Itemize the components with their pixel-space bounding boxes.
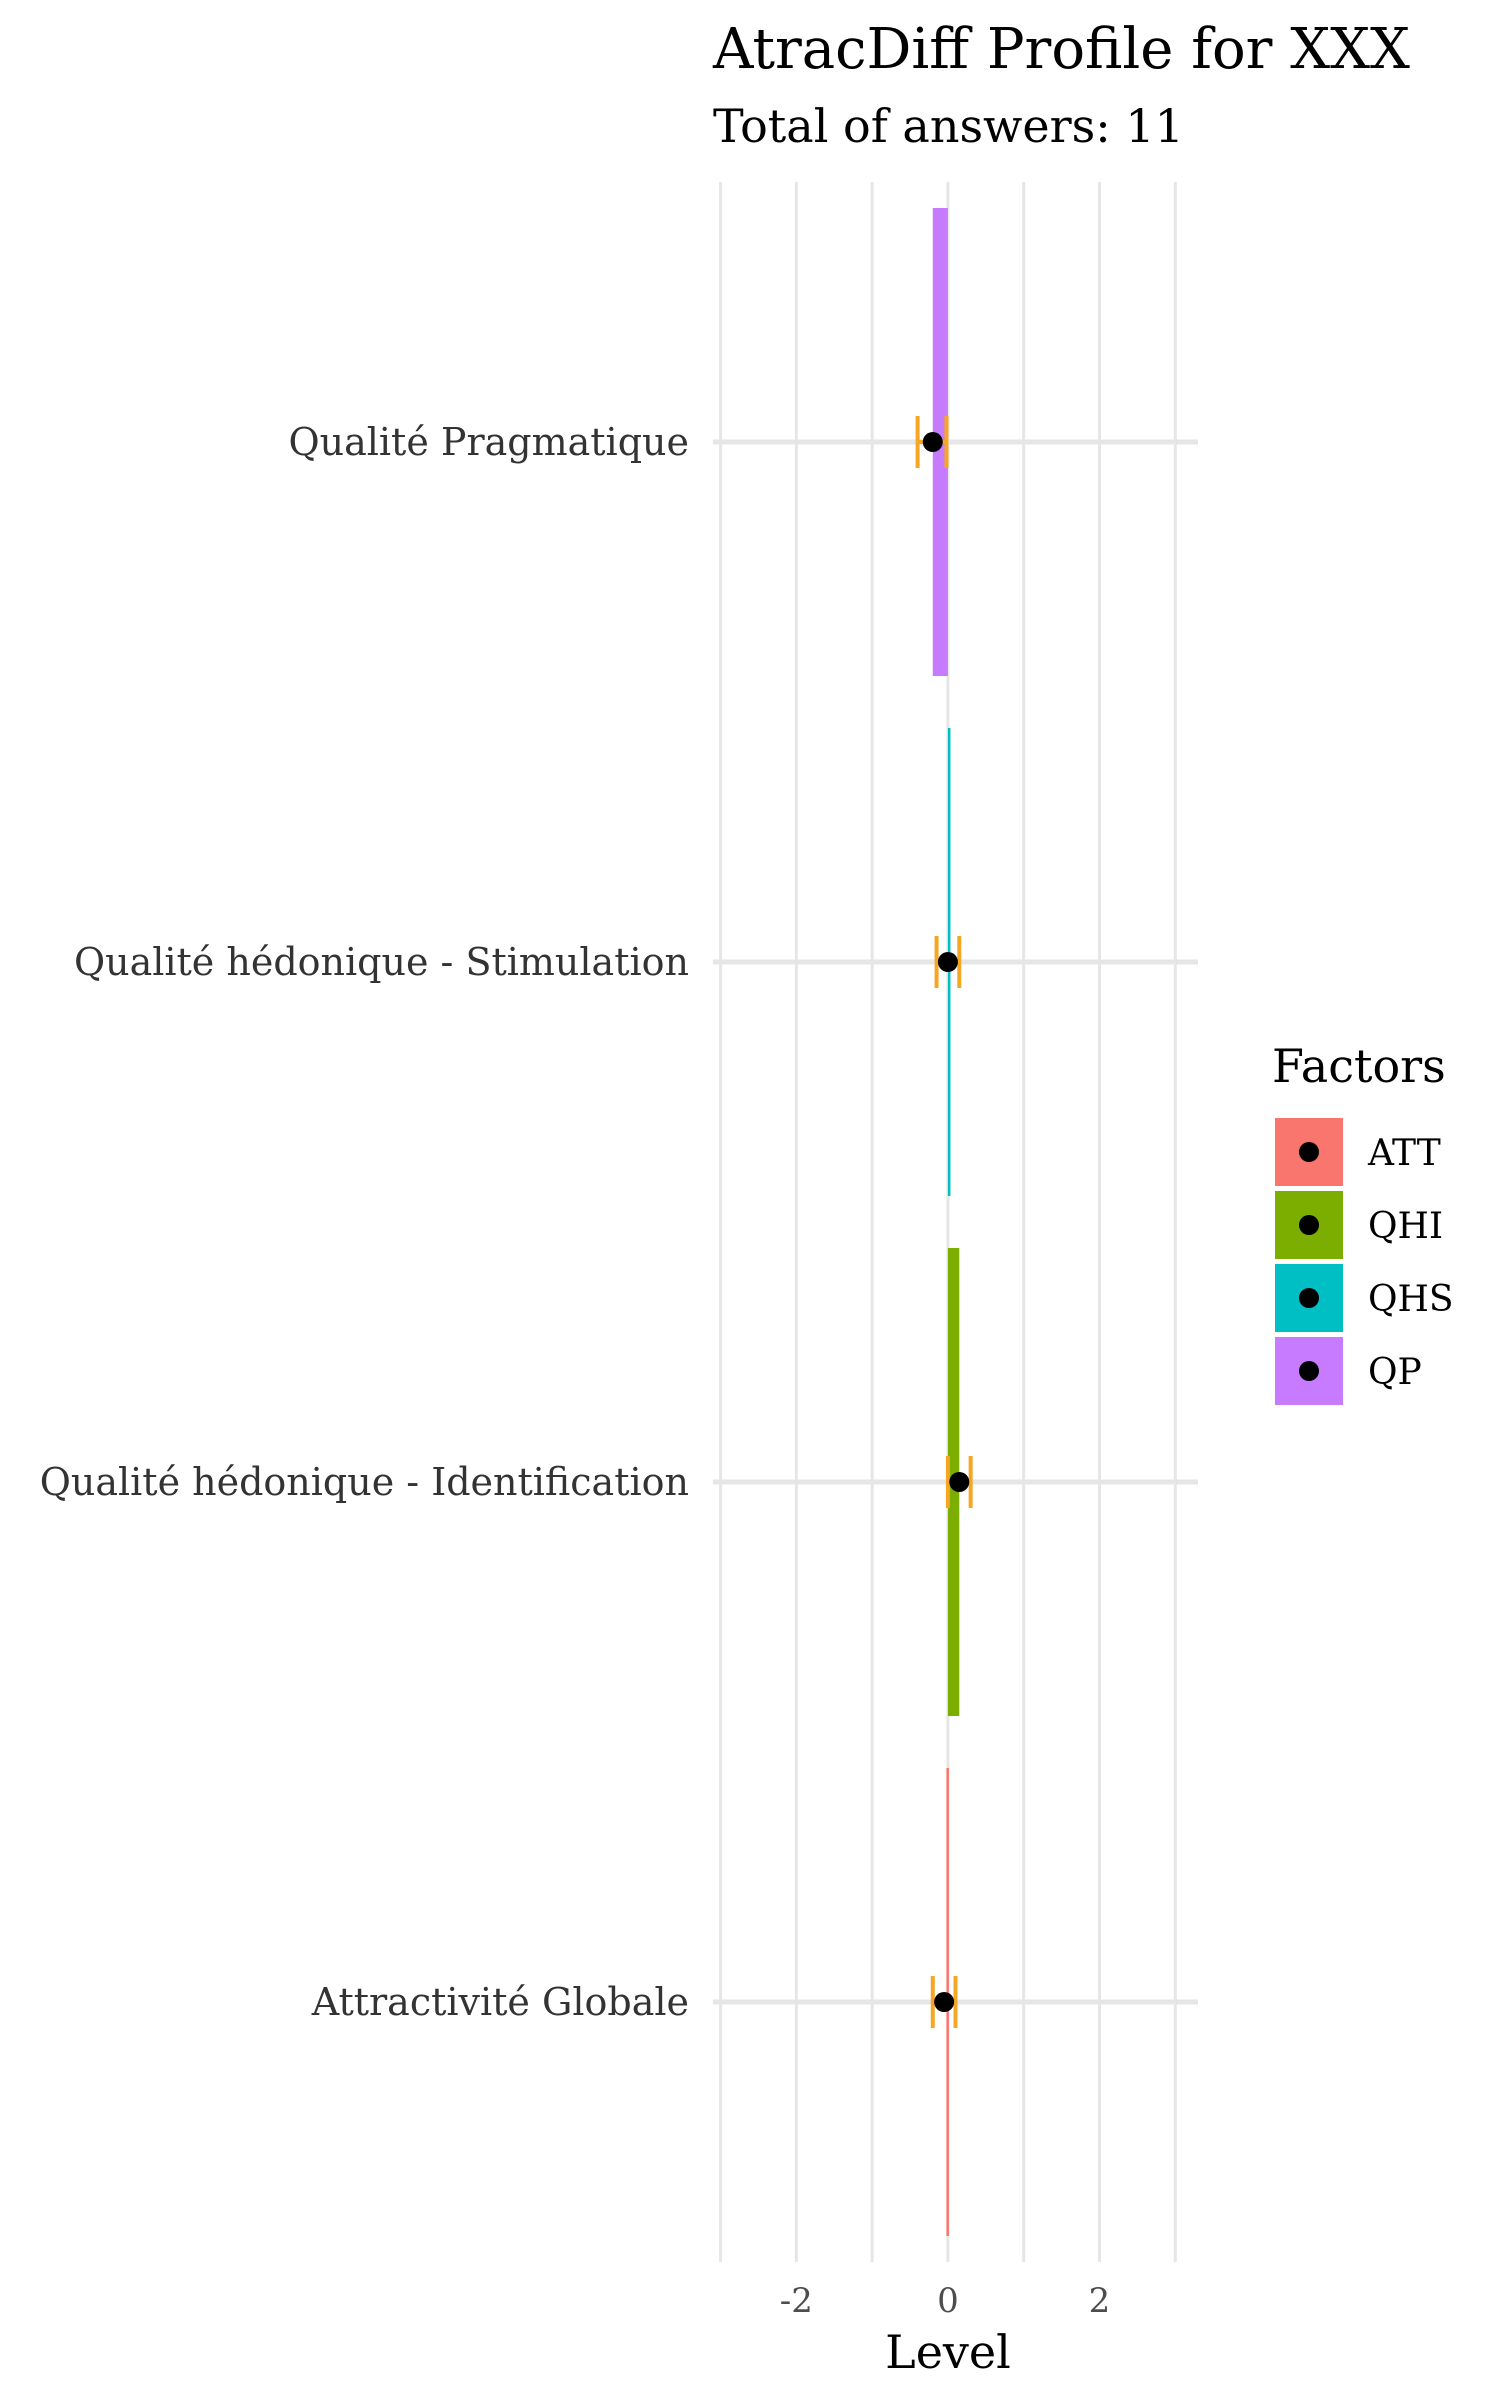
legend-label: ATT	[1367, 1133, 1441, 1174]
x-tick-label: 0	[937, 2281, 959, 2321]
x-tick-label: 2	[1089, 2281, 1111, 2321]
legend-label: QP	[1368, 1352, 1422, 1393]
bars	[932, 208, 960, 2236]
y-tick-label: Qualité hédonique - Identification	[40, 1460, 689, 1504]
y-tick-label: Attractivité Globale	[311, 1980, 689, 2024]
y-tick-labels: Qualité Pragmatique Qualité hédonique - S…	[40, 420, 689, 2024]
x-axis-title: Level	[885, 2325, 1011, 2379]
legend-title: Factors	[1272, 1039, 1446, 1093]
legend-item-qp: QP	[1275, 1337, 1422, 1405]
y-tick-label: Qualité hédonique - Stimulation	[74, 940, 689, 984]
mean-point-qp	[922, 432, 943, 452]
x-tick-label: -2	[780, 2281, 813, 2321]
mean-points	[922, 432, 970, 2012]
legend-label: QHI	[1368, 1206, 1443, 1247]
legend-item-att: ATT	[1275, 1118, 1441, 1186]
legend-items: ATT QHI QHS QP	[1275, 1118, 1454, 1405]
legend-item-qhs: QHS	[1275, 1264, 1454, 1332]
legend: Factors ATT QHI QHS QP	[1272, 1039, 1454, 1405]
legend-item-qhi: QHI	[1275, 1191, 1443, 1259]
mean-point-qhi	[949, 1472, 970, 1492]
y-tick-label: Qualité Pragmatique	[288, 420, 689, 464]
chart-subtitle: Total of answers: 11	[713, 99, 1184, 153]
plot-grid	[713, 182, 1198, 2262]
chart-title: AtracDiff Profile for XXX	[712, 17, 1410, 82]
legend-label: QHS	[1368, 1279, 1454, 1320]
x-tick-labels: -2 0 2	[780, 2281, 1111, 2321]
mean-point-att	[934, 1992, 955, 2012]
mean-point-qhs	[937, 952, 958, 972]
